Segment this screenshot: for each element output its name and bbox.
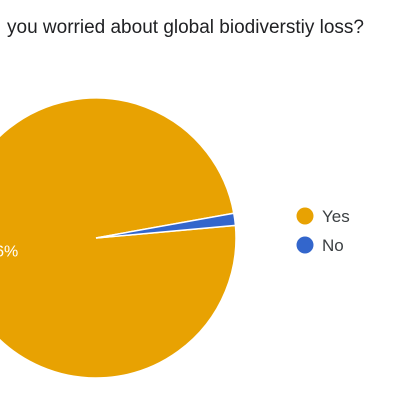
pie-slice-yes[interactable] [0,97,237,379]
chart-legend[interactable]: Yes No [296,207,350,255]
pie-slice-labels: .6% [0,243,18,260]
legend-label-yes: Yes [322,207,350,226]
legend-label-no: No [322,236,344,255]
chart-title: you worried about global biodiverstiy lo… [7,17,364,38]
pie-slice-no[interactable] [95,212,237,239]
slice-label-yes: .6% [0,243,18,260]
legend-swatch-no [296,236,314,254]
legend-item-yes[interactable]: Yes [296,207,350,226]
legend-item-no[interactable]: No [296,236,344,255]
legend-swatch-yes [296,207,314,225]
pie-slices [0,97,237,379]
